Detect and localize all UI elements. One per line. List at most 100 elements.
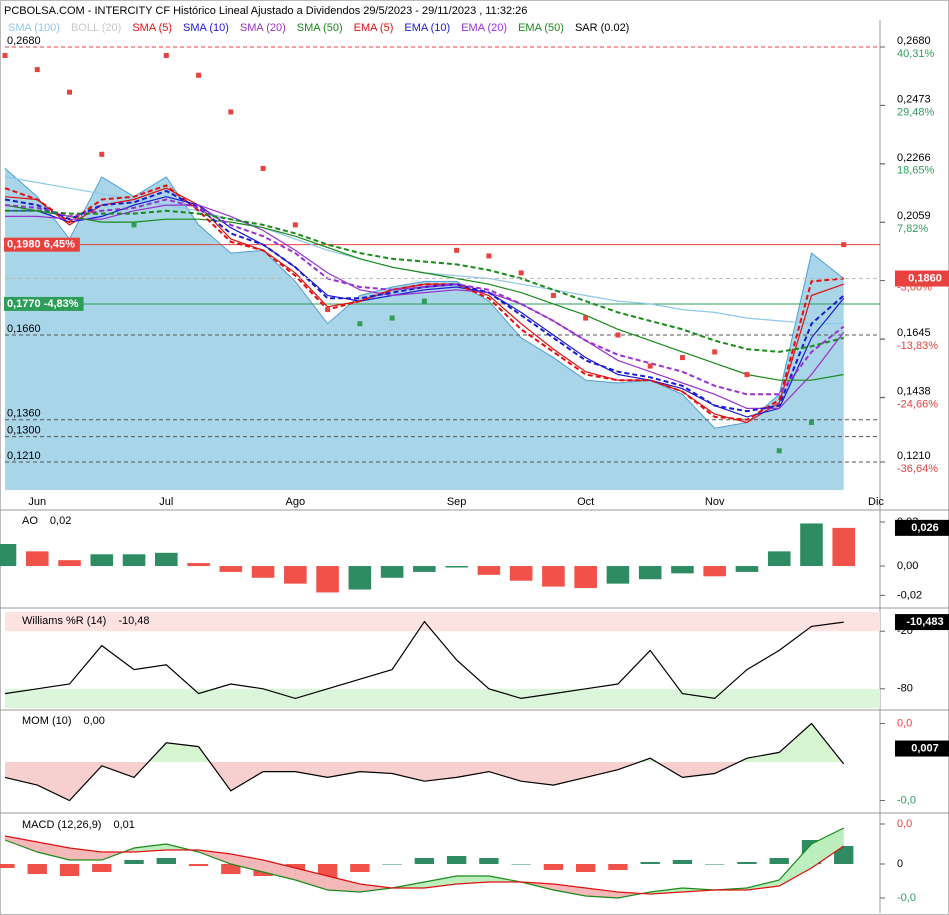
bar: [316, 566, 339, 593]
x-tick-label: Jul: [159, 496, 173, 508]
bar: [187, 563, 210, 567]
macd-fill: [295, 868, 328, 890]
y2-tick-label: 18,65%: [897, 165, 935, 177]
panel-title: MOM (10): [22, 715, 72, 727]
histogram-bar: [834, 846, 854, 864]
signal-line: [4, 835, 845, 895]
y2-tick-label: 29,48%: [897, 106, 935, 118]
panel-title: MACD (12,26,9): [22, 819, 101, 831]
indicator-line: [4, 620, 844, 700]
sar-point: [389, 315, 395, 321]
bar: [606, 566, 630, 584]
ma-line: [5, 196, 845, 418]
bar: [25, 551, 49, 567]
level-label: 0,2680: [7, 35, 41, 47]
x-tick-label: Sep: [447, 496, 467, 508]
bar: [284, 566, 307, 584]
sar-point: [163, 52, 169, 58]
ma-line: [4, 198, 845, 396]
macd-line: [4, 827, 844, 899]
panel-title: Williams %R (14): [22, 615, 106, 627]
legend-entry: EMA (10): [404, 22, 450, 34]
current-tag: [895, 740, 949, 757]
macd-fill: [585, 888, 618, 898]
level-label: 0,1360: [7, 408, 41, 420]
bar: [445, 566, 468, 568]
y-tick-label: 0,1645: [897, 327, 931, 339]
current-label: 0,026: [911, 522, 939, 534]
band: [5, 688, 880, 708]
histogram-bar: [0, 864, 15, 868]
legend-entry: SMA (50): [297, 22, 343, 34]
ma-line: [4, 204, 844, 381]
bar: [0, 544, 17, 567]
bar: [671, 566, 694, 574]
sar-point: [518, 270, 524, 276]
legend-entry: SMA (5): [132, 22, 172, 34]
sar-point: [292, 222, 298, 228]
ma-line: [4, 187, 844, 424]
sar-point: [34, 67, 40, 73]
momentum-fill-down: [5, 762, 844, 801]
y-tick-label: 0,1438: [897, 386, 931, 398]
sar-point: [260, 165, 266, 171]
level-label: 0,1770 -4,83%: [7, 298, 79, 310]
legend-entry: SMA (20): [240, 22, 286, 34]
histogram-bar: [446, 856, 467, 864]
y-tick-label: 0,2680: [897, 35, 931, 47]
histogram-bar: [705, 864, 725, 865]
current-label: -10,483: [906, 616, 943, 628]
y-tick-label: 0,1210: [897, 450, 931, 462]
histogram-bar: [543, 864, 564, 870]
sar-point: [647, 363, 653, 369]
level-label: 0,1980 6,45%: [7, 239, 75, 251]
histogram-bar: [672, 860, 693, 864]
sar-point: [615, 332, 621, 338]
macd-fill: [5, 836, 38, 852]
panel-header-value: 0,02: [50, 515, 71, 527]
bar: [767, 551, 791, 567]
level-label: 0,1300: [7, 425, 41, 437]
ma-line: [4, 189, 845, 413]
bar: [735, 566, 759, 572]
histogram-bar: [124, 860, 144, 864]
current-tag: [895, 519, 949, 536]
legend-entry: SMA (10): [183, 22, 229, 34]
panel-header-value: 0,00: [84, 715, 105, 727]
macd-fill: [811, 828, 844, 868]
sar-point: [131, 222, 137, 228]
histogram-bar: [769, 858, 789, 864]
current-tag: [895, 614, 949, 631]
sar-point: [744, 372, 750, 378]
y2-tick-label: -36,64%: [897, 463, 938, 475]
histogram-bar: [737, 862, 757, 864]
macd-fill: [69, 848, 102, 860]
y-tick-label: 0,2473: [897, 93, 931, 105]
sar-point: [583, 315, 589, 321]
x-tick-label: Nov: [705, 496, 725, 508]
y2-tick-label: -13,83%: [897, 340, 938, 352]
bar: [58, 560, 81, 567]
y-tick-label: 0: [897, 858, 903, 870]
current-label: 0,1860: [908, 272, 942, 284]
price-line: [4, 168, 845, 429]
macd-fill: [263, 860, 296, 880]
histogram-bar: [350, 864, 370, 872]
indicator-line: [4, 722, 845, 802]
current-label: 0,007: [911, 742, 939, 754]
sar-point: [841, 242, 847, 248]
sar-point: [228, 109, 234, 115]
legend-entry: EMA (5): [354, 22, 394, 34]
panel-title: AO: [22, 515, 38, 527]
histogram-bar: [188, 864, 209, 866]
bar: [90, 554, 114, 567]
x-tick-label: Dic: [868, 496, 884, 508]
bar: [832, 527, 856, 567]
sar-point: [357, 321, 363, 327]
histogram-bar: [59, 864, 80, 876]
macd-fill: [779, 844, 812, 886]
histogram-bar: [414, 858, 435, 864]
ma-line: [4, 184, 844, 421]
sar-point: [550, 292, 556, 298]
